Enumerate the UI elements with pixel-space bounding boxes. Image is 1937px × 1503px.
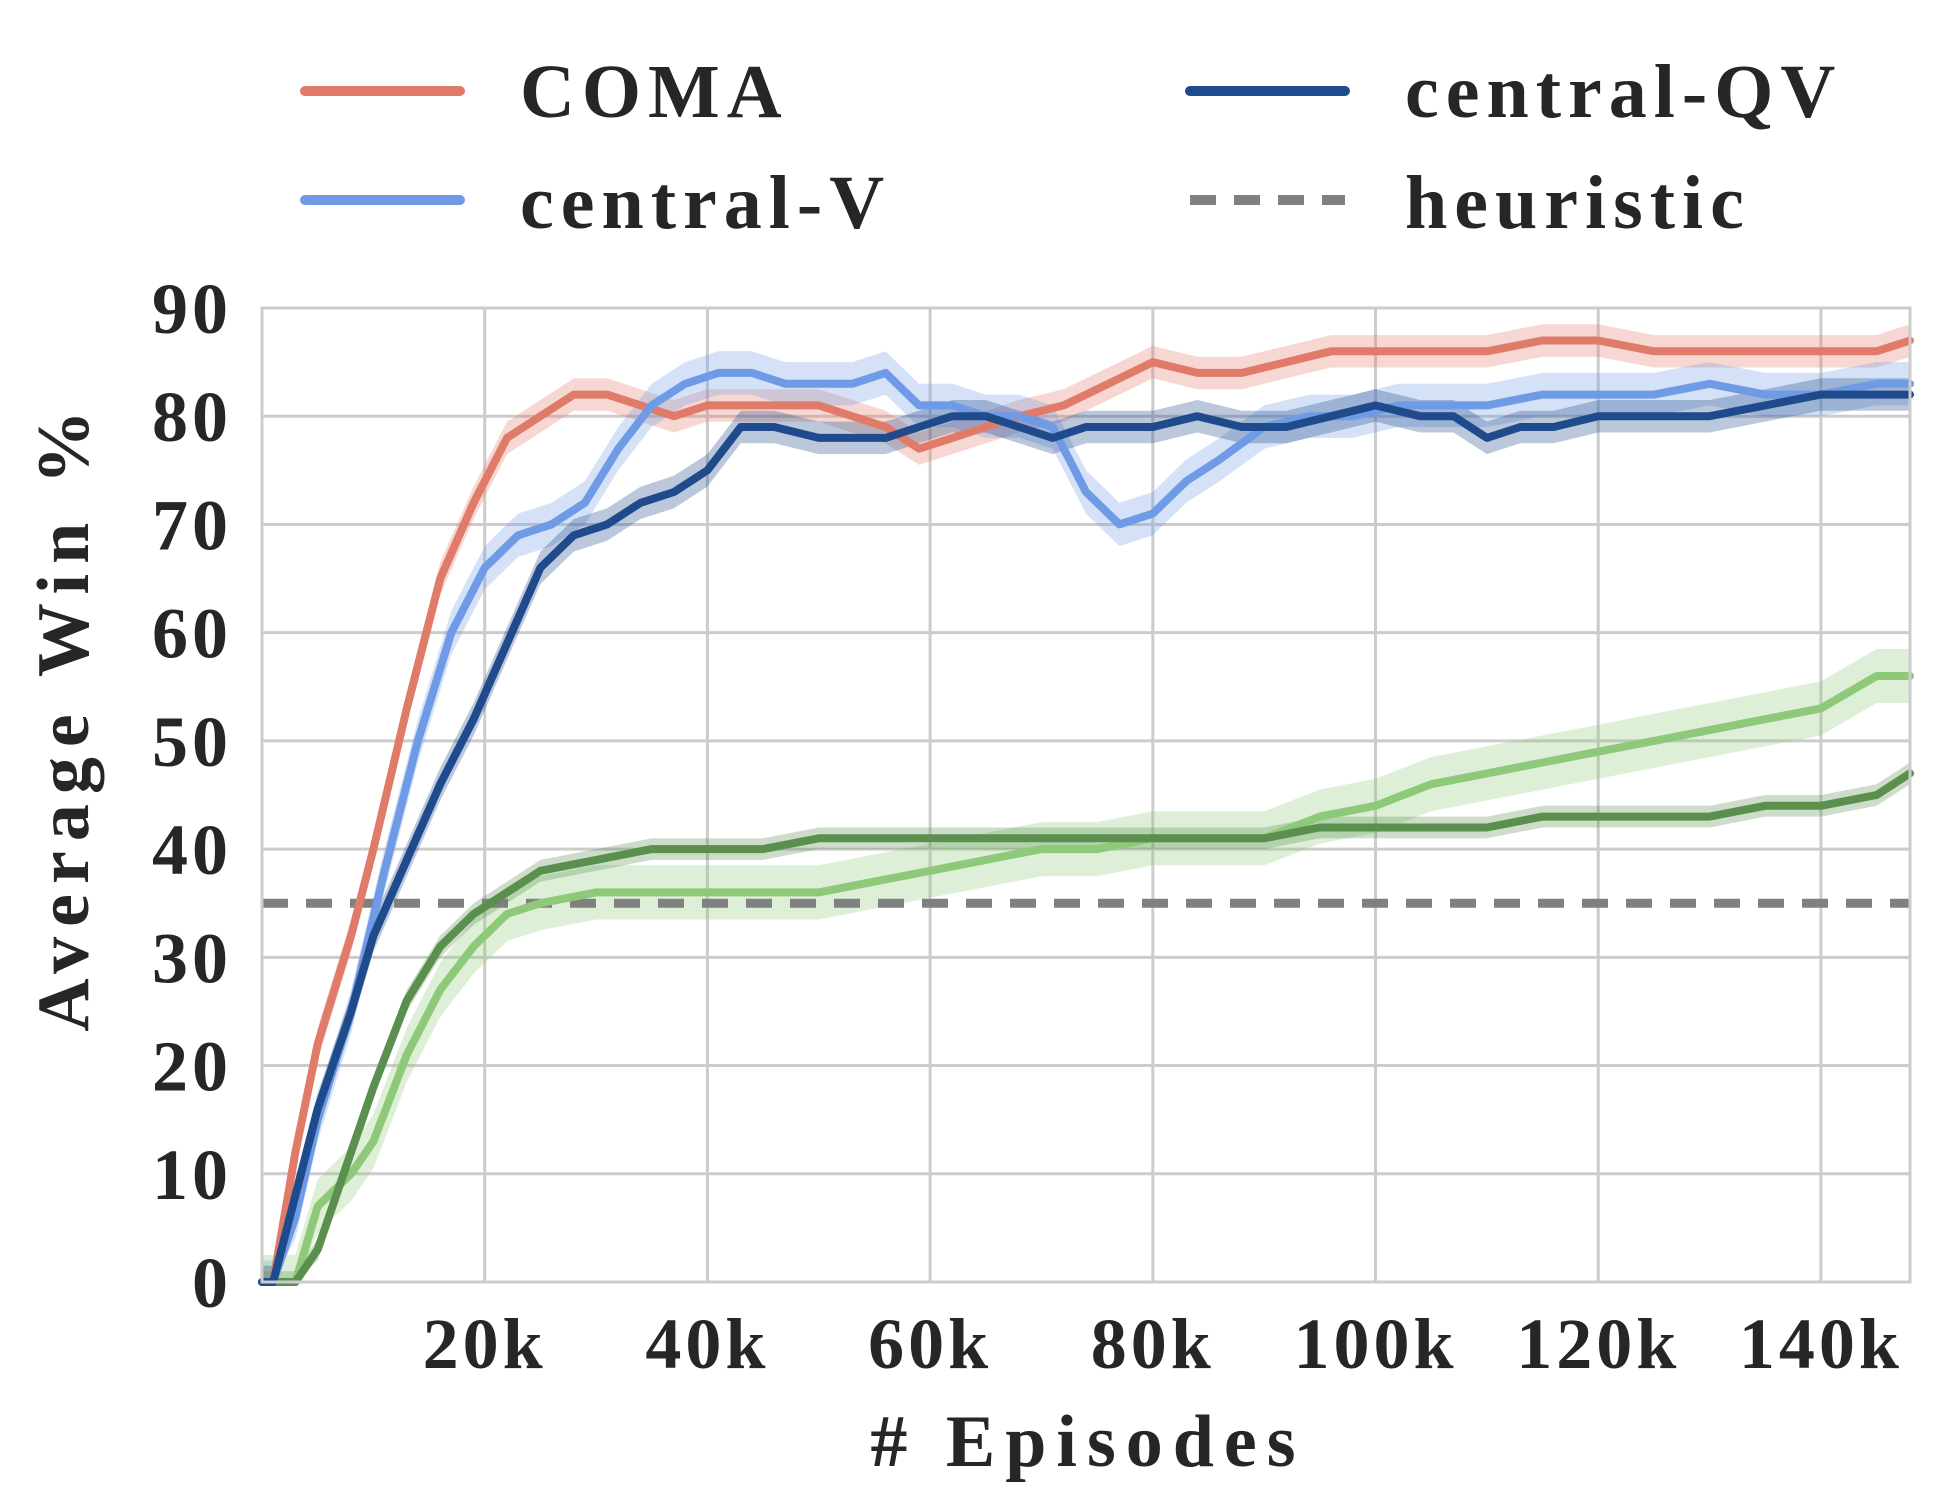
y-tick-label: 70: [152, 485, 232, 565]
x-tick-label: 140k: [1739, 1304, 1903, 1384]
series-band-4: [262, 762, 1910, 1282]
y-axis-title: Average Win %: [23, 400, 105, 1032]
y-tick-label: 80: [152, 377, 232, 457]
y-tick-label: 30: [152, 918, 232, 998]
x-axis-title: # Episodes: [870, 1401, 1305, 1483]
x-tick-label: 120k: [1516, 1304, 1680, 1384]
series-line-central-v: [258, 368, 1914, 1286]
y-tick-label: 60: [152, 594, 232, 674]
legend-label-central-qv: central-QV: [1405, 50, 1842, 134]
y-tick-label: 10: [152, 1135, 232, 1215]
y-tick-label: 90: [152, 269, 232, 349]
series-band-3: [262, 648, 1910, 1282]
x-tick-label: 20k: [423, 1304, 547, 1384]
y-tick-label: 20: [152, 1027, 232, 1107]
grid: [262, 306, 1910, 1284]
y-tick-label: 0: [192, 1243, 232, 1323]
legend: COMA central-QV central-V heuristic: [300, 50, 1842, 245]
y-tick-label: 40: [152, 810, 232, 890]
legend-label-central-v: central-V: [520, 161, 891, 245]
series-band-0: [262, 324, 1910, 1282]
series-line-unlabeled-3: [258, 672, 1914, 1286]
x-tick-label: 80k: [1091, 1304, 1215, 1384]
plot-frame: [260, 306, 1912, 1284]
x-tick-label: 100k: [1293, 1304, 1457, 1384]
x-tick-label: 40k: [645, 1304, 769, 1384]
series-line-coma: [258, 336, 1914, 1286]
legend-label-coma: COMA: [520, 50, 789, 134]
y-tick-label: 50: [152, 702, 232, 782]
series-line-unlabeled-4: [258, 769, 1914, 1286]
confidence-bands: [262, 324, 1910, 1282]
x-tick-label: 60k: [868, 1304, 992, 1384]
series-lines: [258, 336, 1914, 1286]
y-axis-ticks: 0 10 20 30 40 50 60 70 80 90: [152, 269, 232, 1323]
legend-label-heuristic: heuristic: [1405, 161, 1751, 245]
series-line-central-qv: [258, 390, 1914, 1286]
x-axis-ticks: 20k 40k 60k 80k 100k 120k 140k: [423, 1304, 1903, 1384]
